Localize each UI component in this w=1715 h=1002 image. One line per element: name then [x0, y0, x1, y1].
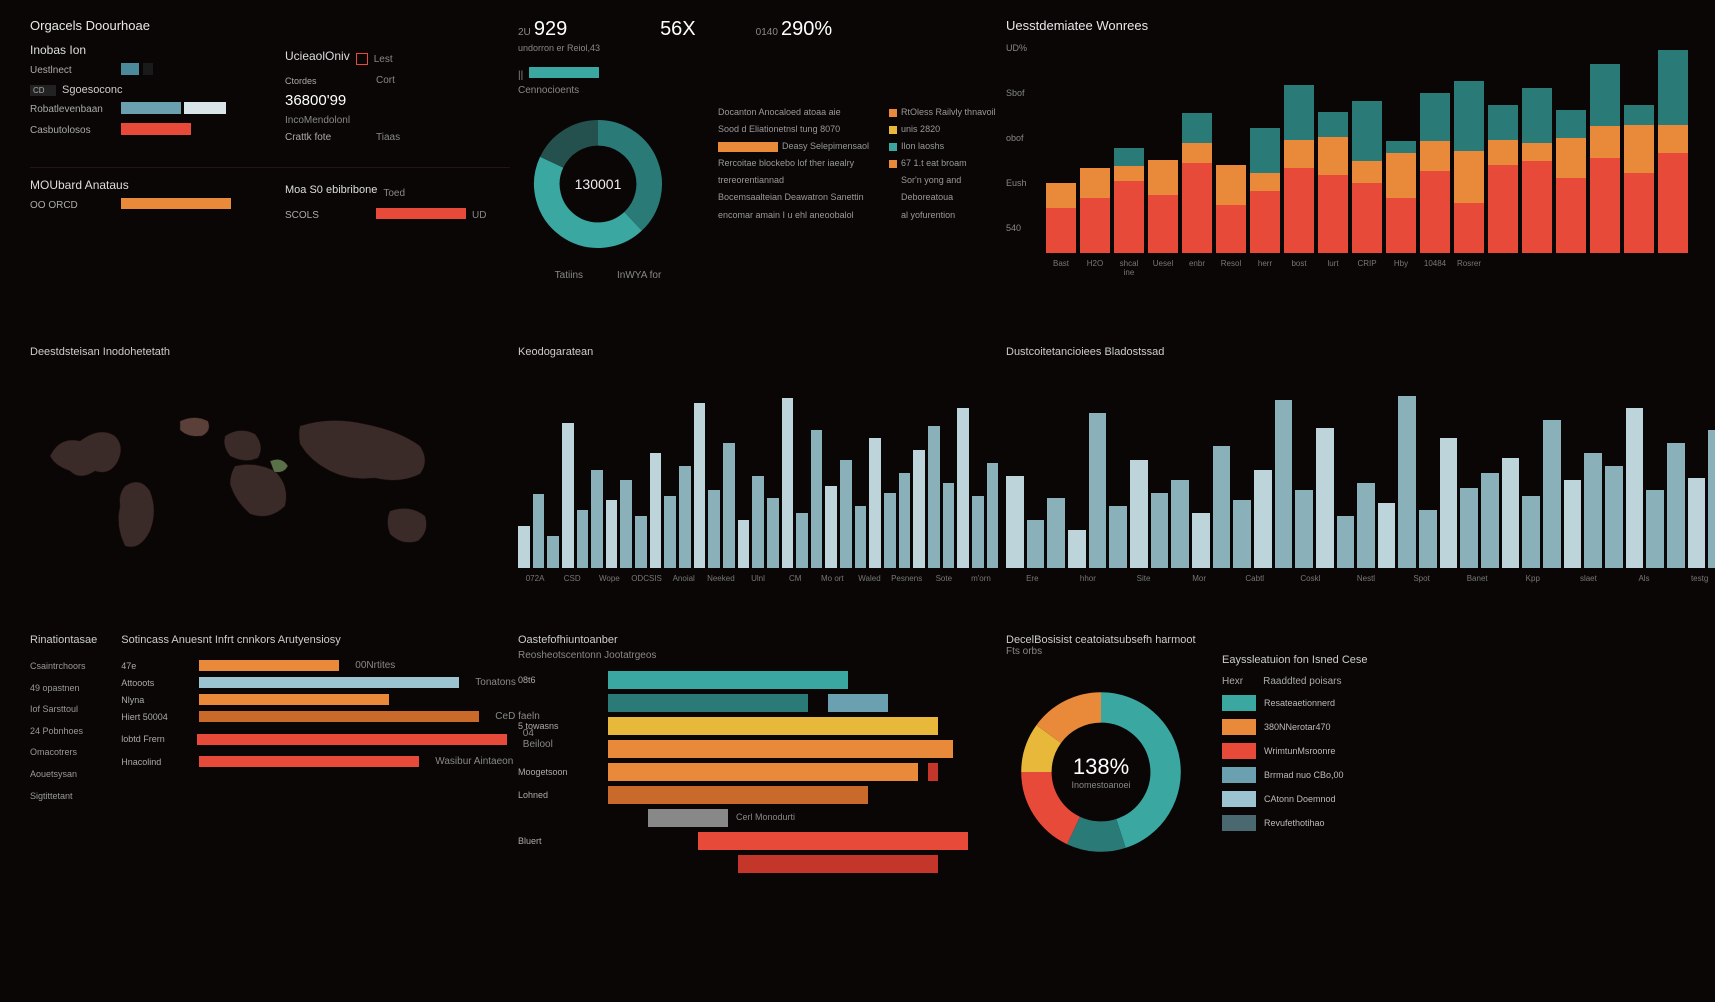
bar-chart-panel: Keodogaratean 072ACSDWopeODCSISAnoialNee…: [518, 346, 998, 626]
kpi: 56X: [660, 18, 696, 53]
section-head: Inobas Ion: [30, 43, 255, 57]
map-panel: Deestdsteisan Inodohetetath: [30, 346, 510, 626]
gantt-panel: Oastefofhiuntoanber Reosheotscentonn Joo…: [518, 634, 998, 984]
donut-chart: 138% Inomestoanoei: [1006, 677, 1196, 867]
stat-list: Docanton Anocaloed atoaa aieSood d Eliat…: [718, 104, 869, 281]
donut-chart: 130001: [518, 104, 678, 264]
horizontal-bars-panel: Rinationtasae Csaintrchoors49 opastnenIo…: [30, 634, 510, 984]
stacked-bar-panel: Uesstdemiatee Wonrees UD%SbofobofEush540…: [1006, 18, 1715, 338]
bar-chart-panel: Dustcoitetancioiees Bladostssad ErehhorS…: [1006, 346, 1715, 626]
world-map: [30, 366, 470, 586]
kpi: 0140 290%: [756, 18, 832, 53]
kpi: 2U 929 undorron er Reiol,43: [518, 18, 600, 53]
donut-legend-panel: DecelBosisist ceatoiatsubsefh harmoot Ft…: [1006, 634, 1715, 984]
donut-panel: 2U 929 undorron er Reiol,43 56X 0140 290…: [518, 18, 998, 338]
stat-list: RtOless Railvly thnavoilunis 2820Ilon la…: [889, 104, 996, 281]
swatch-row: [121, 63, 157, 78]
page-title: Orgacels Doourhoae: [30, 18, 510, 33]
metrics-panel: Orgacels Doourhoae Inobas Ion Uestlnect …: [30, 18, 510, 338]
legend-box-icon: [356, 53, 368, 65]
